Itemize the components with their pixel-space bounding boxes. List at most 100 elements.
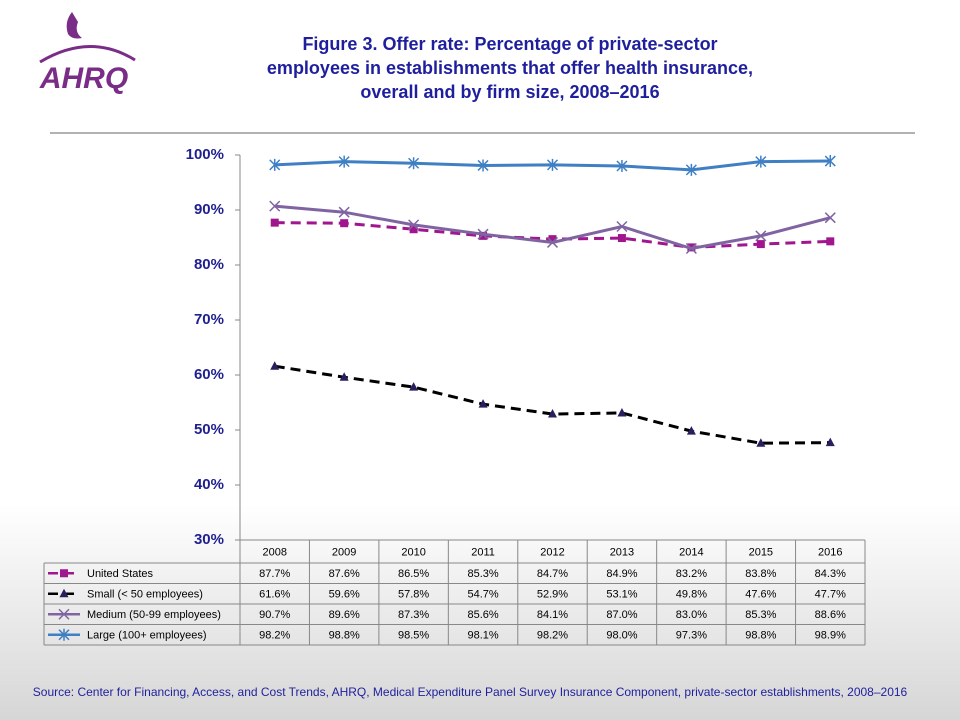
marker: [408, 219, 420, 231]
x-tick-label: 2011: [471, 546, 495, 558]
y-tick-label: 80%: [194, 256, 224, 273]
marker: [60, 569, 68, 578]
table-value: 83.2%: [676, 568, 707, 580]
y-tick-label: 60%: [194, 366, 224, 383]
chart-title: Figure 3. Offer rate: Percentage of priv…: [302, 34, 717, 54]
table-value: 83.0%: [676, 609, 707, 621]
y-tick-label: 70%: [194, 311, 224, 328]
marker: [477, 159, 489, 172]
marker: [59, 588, 69, 598]
marker: [826, 237, 835, 246]
marker: [58, 608, 70, 620]
table-value: 89.6%: [329, 609, 360, 621]
chart-title: overall and by firm size, 2008–2016: [360, 82, 659, 102]
marker: [270, 361, 280, 370]
marker: [478, 399, 488, 408]
table-value: 98.8%: [329, 630, 360, 642]
y-tick-label: 50%: [194, 421, 224, 438]
table-value: 87.3%: [398, 609, 429, 621]
marker: [756, 240, 765, 249]
x-tick-label: 2013: [610, 546, 634, 558]
marker: [479, 231, 488, 240]
table-value: 90.7%: [259, 609, 290, 621]
x-tick-label: 2012: [540, 546, 564, 558]
marker: [340, 219, 349, 228]
table-value: 85.3%: [467, 568, 498, 580]
marker: [824, 212, 836, 224]
chart-title: employees in establishments that offer h…: [267, 58, 753, 78]
legend-label: Medium (50-99 employees): [87, 609, 221, 621]
y-tick-label: 40%: [194, 476, 224, 493]
logo: AHRQ: [39, 12, 136, 95]
marker: [269, 158, 281, 171]
y-tick-label: 30%: [194, 531, 224, 548]
marker: [756, 438, 766, 447]
table-value: 47.7%: [815, 589, 846, 601]
marker: [617, 407, 627, 417]
legend-label: United States: [87, 568, 154, 580]
marker: [755, 230, 767, 242]
table-value: 97.3%: [676, 630, 707, 642]
legend-label: Large (100+ employees): [87, 630, 207, 642]
marker: [477, 228, 489, 240]
table-value: 88.6%: [815, 609, 846, 621]
x-tick-label: 2014: [679, 546, 703, 558]
marker: [269, 200, 281, 212]
marker: [546, 236, 559, 248]
marker: [409, 382, 419, 391]
table-value: 61.6%: [259, 589, 290, 601]
marker: [755, 155, 767, 168]
table-value: 57.8%: [398, 589, 429, 601]
marker: [546, 158, 559, 171]
table-value: 47.6%: [745, 589, 776, 601]
marker: [408, 157, 420, 170]
marker: [548, 235, 557, 244]
logo-text: AHRQ: [39, 62, 128, 95]
marker: [685, 242, 697, 255]
table-value: 98.2%: [537, 630, 568, 642]
table-value: 98.2%: [259, 630, 290, 642]
table-value: 98.1%: [467, 630, 498, 642]
x-tick-label: 2008: [262, 546, 286, 558]
table-value: 53.1%: [606, 589, 637, 601]
table-value: 86.5%: [398, 568, 429, 580]
logo-arc: [39, 45, 136, 64]
marker: [825, 437, 835, 447]
series-line: [274, 364, 831, 445]
x-tick-label: 2010: [401, 546, 425, 558]
marker: [548, 409, 557, 418]
table-value: 59.6%: [329, 589, 360, 601]
marker: [686, 426, 696, 435]
table-value: 87.6%: [329, 568, 360, 580]
table-value: 98.5%: [398, 630, 429, 642]
marker: [338, 155, 350, 168]
x-tick-label: 2015: [749, 546, 773, 558]
table-value: 84.9%: [606, 568, 637, 580]
marker: [58, 628, 70, 641]
table-value: 52.9%: [537, 589, 568, 601]
table-value: 84.7%: [537, 568, 568, 580]
source-note: Source: Center for Financing, Access, an…: [33, 685, 908, 699]
y-tick-label: 100%: [186, 146, 224, 163]
marker: [409, 225, 418, 234]
table-value: 54.7%: [467, 589, 498, 601]
x-tick-label: 2009: [332, 546, 356, 558]
marker: [617, 234, 626, 243]
logo-emblem: [66, 12, 82, 39]
marker: [338, 206, 350, 218]
marker: [616, 160, 628, 172]
table-value: 98.0%: [606, 630, 637, 642]
table-value: 49.8%: [676, 589, 707, 601]
table-value: 85.6%: [467, 609, 498, 621]
marker: [616, 220, 628, 233]
marker: [824, 155, 836, 168]
y-tick-label: 90%: [194, 201, 224, 218]
table-value: 98.9%: [815, 630, 846, 642]
table-value: 85.3%: [745, 609, 776, 621]
table-value: 98.8%: [745, 630, 776, 642]
table-value: 84.1%: [537, 609, 568, 621]
legend-label: Small (< 50 employees): [87, 589, 203, 601]
marker: [685, 163, 697, 176]
